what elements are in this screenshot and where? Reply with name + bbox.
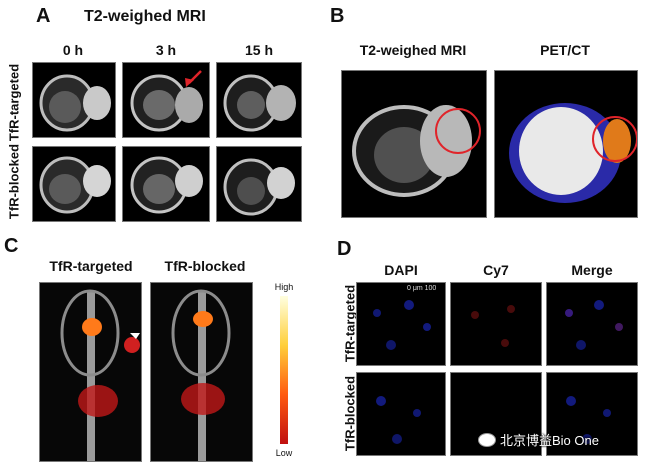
- dapi-image-targeted: 0 μm 100: [356, 282, 446, 366]
- time-label-0h: 0 h: [62, 42, 84, 58]
- watermark: 北京博益Bio One: [478, 430, 599, 449]
- cy7-image-targeted: [450, 282, 542, 366]
- dapi-image-blocked: [356, 372, 446, 456]
- panel-a-letter: A: [36, 5, 51, 27]
- panel-b-petct-header: PET/CT: [540, 42, 590, 58]
- panel-b-petct-image: [494, 70, 638, 218]
- cy7-image-blocked: [450, 372, 542, 456]
- merge-image-targeted: [546, 282, 638, 366]
- panel-c-letter: C: [4, 235, 19, 257]
- panel-c-blocked-image: [150, 282, 253, 462]
- mri-image-targeted-3h: [122, 62, 210, 138]
- mri-image-targeted-15h: [216, 62, 302, 138]
- mri-image-blocked-15h: [216, 146, 302, 222]
- time-label-3h: 3 h: [155, 42, 177, 58]
- colorbar: [280, 296, 288, 444]
- panel-d-dapi-header: DAPI: [384, 262, 418, 278]
- mri-image-blocked-0h: [32, 146, 116, 222]
- panel-b-mri-header: T2-weighed MRI: [359, 42, 467, 58]
- panel-d-merge-header: Merge: [571, 262, 613, 278]
- mri-image-blocked-3h: [122, 146, 210, 222]
- panel-c-targeted-image: [39, 282, 142, 462]
- panel-b-letter: B: [330, 5, 345, 27]
- colorbar-low-label: Low: [275, 448, 293, 458]
- panel-b-mri-image: [341, 70, 487, 218]
- mri-image-targeted-0h: [32, 62, 116, 138]
- panel-a-title: T2-weighed MRI: [84, 8, 206, 25]
- panel-a-row-label-targeted: TfR-targeted: [6, 63, 22, 142]
- panel-c-blocked-header: TfR-blocked: [164, 258, 246, 274]
- watermark-text: 北京博益Bio One: [500, 433, 599, 448]
- panel-c-targeted-header: TfR-targeted: [49, 258, 133, 274]
- colorbar-high-label: High: [274, 282, 294, 292]
- scale-bar-label: 0 μm 100: [407, 285, 437, 292]
- panel-d-letter: D: [337, 238, 352, 260]
- panel-a-row-label-blocked: TfR-blocked: [6, 143, 22, 220]
- panel-d-cy7-header: Cy7: [483, 262, 509, 278]
- merge-image-blocked: [546, 372, 638, 456]
- time-label-15h: 15 h: [244, 42, 273, 58]
- wechat-icon: [478, 432, 496, 447]
